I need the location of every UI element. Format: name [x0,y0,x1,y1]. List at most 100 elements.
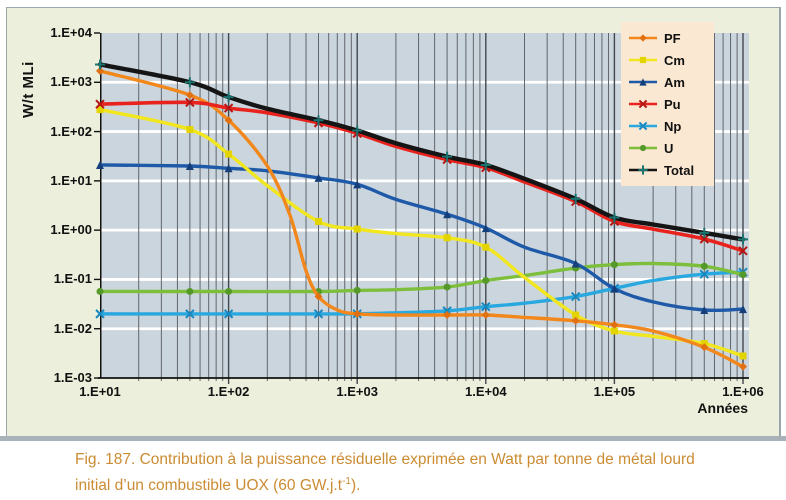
marker-plus [223,92,234,103]
marker-plus [738,234,748,245]
marker-circle [96,287,104,295]
marker-circle [225,287,233,295]
marker-triangle [700,305,709,314]
figure-bottom-rule [0,436,786,441]
marker-x [223,103,234,113]
marker-triangle [639,78,647,86]
y-tick-label: 1.E+03 [50,74,92,90]
caption-superscript: -1 [342,476,351,487]
marker-plus [442,151,453,162]
marker-diamond [314,292,323,301]
marker-x [638,99,648,109]
marker-square [353,225,361,233]
marker-x [223,309,234,319]
marker-circle [186,287,194,295]
y-tick-label: 1.E-02 [53,320,92,336]
series-markers-pf [96,66,747,371]
x-tick-label: 1.E+05 [593,384,636,399]
series-markers-np [95,267,748,319]
marker-plus [95,59,105,70]
marker-triangle [610,284,619,293]
marker-plus [313,115,324,126]
legend-label: U [664,140,674,156]
marker-square [572,311,580,319]
legend-marker-pu-icon [629,99,657,109]
marker-diamond [700,343,709,352]
marker-plus [609,212,620,223]
marker-plus [699,227,710,238]
marker-triangle [739,305,747,314]
marker-x [699,234,709,244]
legend-label: PF [664,30,681,46]
legend-label: Np [664,118,682,134]
marker-square [639,56,647,64]
legend-item-pu: Pu [621,93,714,115]
series-markers-total [95,59,748,245]
marker-x [699,269,709,279]
legend-marker-u-icon [629,144,657,152]
marker-circle [700,262,708,270]
marker-diamond [610,320,619,329]
y-tick-label: 1.E-03 [53,370,92,385]
y-axis-title: W/t MLi [20,61,37,118]
marker-square [96,106,104,114]
legend-item-total: Total [621,159,714,181]
marker-circle [610,261,618,269]
marker-plus [480,159,491,170]
marker-triangle [481,224,490,233]
marker-square [610,327,618,335]
marker-circle [443,283,451,291]
marker-x [95,309,105,319]
legend-item-u: U [621,137,714,159]
marker-square [225,150,233,158]
marker-circle [482,277,490,285]
marker-triangle [96,160,104,169]
x-tick-label: 1.E+06 [722,384,764,399]
caption-line-1: Fig. 187. Contribution à la puissance ré… [75,451,695,468]
legend-marker-total-icon [629,165,657,175]
y-tick-label: 1.E+02 [50,123,92,139]
marker-x [313,309,324,319]
marker-diamond [353,309,362,318]
marker-diamond [571,316,580,325]
legend: PF Cm Am Pu Np U Total [621,22,714,186]
marker-diamond [224,116,233,125]
marker-plus [638,165,648,175]
marker-triangle [224,164,233,173]
marker-diamond [739,362,747,371]
x-tick-label: 1.E+02 [207,384,250,399]
marker-x [95,99,105,109]
marker-x [185,97,195,108]
legend-marker-pf-icon [629,34,657,42]
legend-item-am: Am [621,71,714,93]
marker-diamond [481,310,490,319]
x-tick-label: 1.E+03 [336,384,378,399]
marker-plus [570,193,581,204]
legend-label: Total [664,162,695,178]
legend-label: Cm [664,52,685,68]
marker-plus [352,125,363,136]
x-axis-title: Années [697,400,748,416]
marker-square [739,352,747,360]
marker-square [443,234,451,242]
marker-x [738,246,748,256]
marker-triangle [571,259,580,268]
marker-square [314,217,322,225]
figure-caption: Fig. 187. Contribution à la puissance ré… [75,449,755,497]
legend-marker-am-icon [629,78,657,86]
marker-x [570,291,581,302]
marker-diamond [96,66,104,75]
legend-item-pf: PF [621,27,714,49]
series-markers-am [96,160,747,314]
legend-marker-cm-icon [629,56,657,64]
marker-x [185,309,195,319]
marker-x [638,121,648,131]
marker-triangle [443,210,452,219]
marker-circle [353,286,361,294]
marker-diamond [443,310,452,319]
marker-diamond [639,34,647,42]
marker-square [482,243,490,251]
marker-triangle [185,162,194,171]
marker-circle [639,144,647,152]
